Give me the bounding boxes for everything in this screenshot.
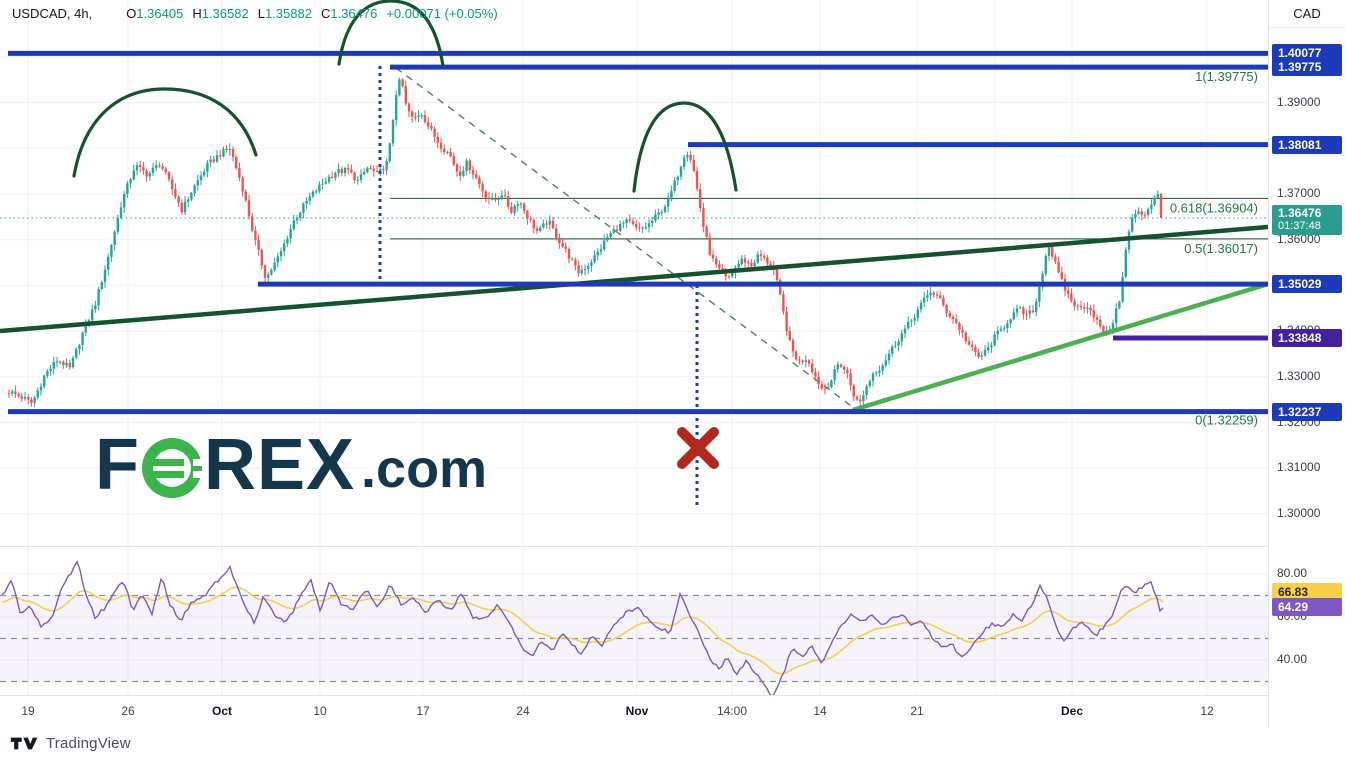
tradingview-branding[interactable]: TradingView: [10, 735, 131, 752]
descending-dashed-trendline[interactable]: [395, 67, 859, 412]
current-price-badge: 1.36476 01:37:48: [1272, 204, 1342, 235]
rsi-indicator-pane[interactable]: [0, 547, 1268, 695]
price-level-badge: 1.40077: [1272, 44, 1342, 63]
forex-com-watermark: F REX .com: [95, 425, 488, 505]
rsi-tick-label: 80.00: [1277, 566, 1308, 580]
time-tick-label: 14: [813, 704, 827, 718]
tradingview-logo-icon: [10, 737, 38, 750]
time-tick-label: Dec: [1060, 704, 1084, 718]
bottom-bar: TradingView: [0, 728, 1345, 759]
price-level-badge: 1.33848: [1272, 329, 1342, 348]
countdown-timer: 01:37:48: [1278, 219, 1321, 232]
fib-level-label: 0.618(1.36904): [1170, 200, 1258, 215]
watermark-text-rex: REX: [203, 425, 356, 505]
time-tick-label: 10: [313, 704, 327, 718]
time-tick-label: Nov: [625, 704, 649, 718]
symbol-header[interactable]: USDCAD, 4h, O1.36405 H1.36582 L1.35882 C1.3…: [12, 6, 498, 21]
price-tick-label: 1.31000: [1277, 460, 1321, 475]
price-level-badge: 1.35029: [1272, 275, 1342, 294]
price-level-badge: 1.39775: [1272, 58, 1342, 77]
main-price-pane[interactable]: 1(1.39775) 0.618(1.36904) 0.5(1.36017) 0(1.…: [0, 0, 1268, 546]
ohlc-field: L1.35882: [257, 6, 312, 21]
annotation-arc[interactable]: [632, 101, 738, 193]
time-tick-label: 12: [1200, 704, 1214, 718]
time-tick-label: Oct: [211, 704, 233, 718]
price-level-badge: 1.32237: [1272, 402, 1342, 421]
time-tick-label: 24: [516, 704, 530, 718]
price-tick-label: 1.39000: [1277, 94, 1321, 109]
trendline[interactable]: [0, 224, 1268, 334]
trendline[interactable]: [852, 281, 1268, 413]
ohlc-field: C1.36476: [320, 6, 378, 21]
fib-level-label: 1(1.39775): [1195, 69, 1258, 84]
time-tick-label: 14:00: [716, 704, 748, 718]
change-value: +0.00071 (+0.05%): [386, 6, 498, 21]
axis-currency-label[interactable]: CAD: [1269, 0, 1345, 28]
candlestick-series: [7, 77, 1163, 408]
fib-level-label: 0.5(1.36017): [1184, 241, 1258, 256]
rsi-line: [1, 560, 1164, 695]
rsi-ma-line: [1, 586, 1164, 675]
rsi-value-badge: 64.29: [1272, 598, 1342, 616]
price-tick-label: 1.30000: [1277, 505, 1321, 520]
ohlc-field: H1.36582: [192, 6, 249, 21]
time-tick-label: 21: [910, 704, 924, 718]
rsi-value-badge: 66.83: [1272, 583, 1342, 601]
tradingview-logo-text: TradingView: [46, 735, 131, 752]
price-level-badge: 1.38081: [1272, 135, 1342, 154]
pane-separator[interactable]: [0, 546, 1345, 547]
x-cross-marker[interactable]: [677, 427, 719, 469]
price-tick-label: 1.33000: [1277, 368, 1321, 383]
ohlc-field: O1.36405: [126, 6, 184, 21]
price-tick-label: 1.36000: [1277, 231, 1321, 246]
ohlc-values: O1.36405 H1.36582 L1.35882 C1.36476: [126, 6, 386, 21]
time-tick-label: 19: [21, 704, 35, 718]
time-axis[interactable]: 19 26 Oct 10 17 24 Nov 14:00 14 21 Dec 12: [0, 695, 1268, 728]
price-axis[interactable]: CAD 1.390001.370001.360001.340001.330001…: [1268, 0, 1345, 727]
symbol-title[interactable]: USDCAD, 4h,: [12, 6, 93, 21]
watermark-text-com: .com: [361, 439, 488, 499]
watermark-text-f: F: [95, 425, 140, 505]
annotation-arc[interactable]: [337, 0, 445, 68]
time-tick-label: 17: [416, 704, 430, 718]
annotation-arc[interactable]: [72, 87, 258, 178]
fib-level-label: 0(1.32259): [1195, 413, 1258, 428]
time-tick-label: 26: [121, 704, 135, 718]
price-tick-label: 1.37000: [1277, 186, 1321, 200]
forex-logo-o-icon: [141, 438, 202, 498]
rsi-tick-label: 40.00: [1277, 652, 1308, 666]
